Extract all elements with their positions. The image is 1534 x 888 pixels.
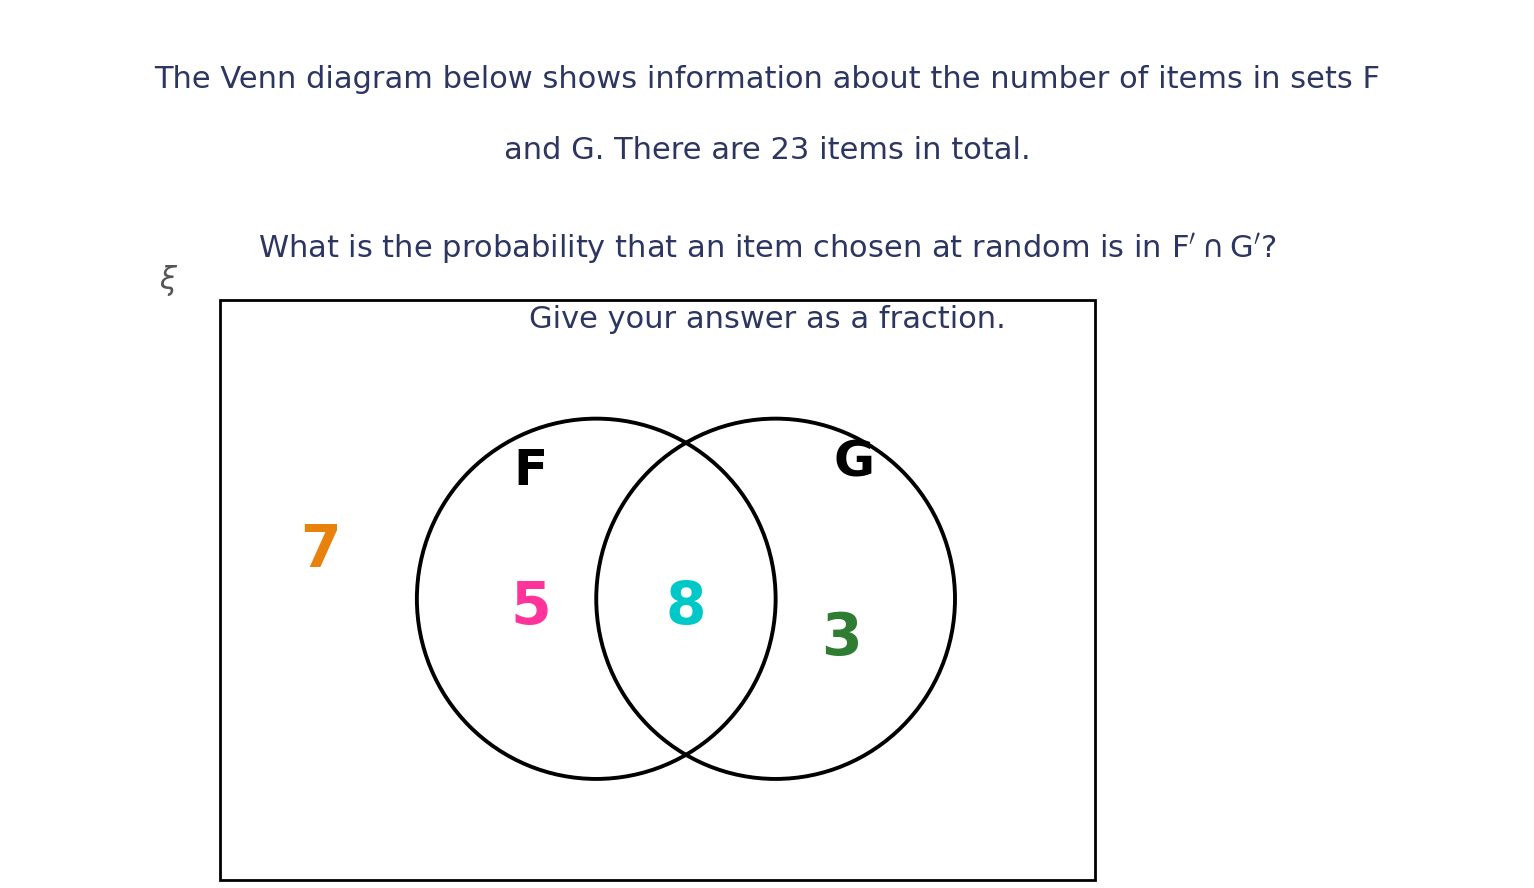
Text: and G. There are 23 items in total.: and G. There are 23 items in total. (503, 137, 1031, 165)
Text: Give your answer as a fraction.: Give your answer as a fraction. (529, 305, 1005, 334)
Text: G: G (834, 439, 874, 487)
Text: ξ: ξ (160, 265, 176, 296)
Text: What is the probability that an item chosen at random is in $\mathrm{F' \cap G'}: What is the probability that an item cho… (258, 231, 1276, 266)
Text: The Venn diagram below shows information about the number of items in sets F: The Venn diagram below shows information… (153, 66, 1381, 94)
Text: F: F (514, 448, 548, 496)
Text: 8: 8 (666, 579, 706, 636)
Text: 5: 5 (511, 579, 551, 636)
Text: 3: 3 (821, 610, 862, 667)
Text: 7: 7 (301, 522, 341, 579)
